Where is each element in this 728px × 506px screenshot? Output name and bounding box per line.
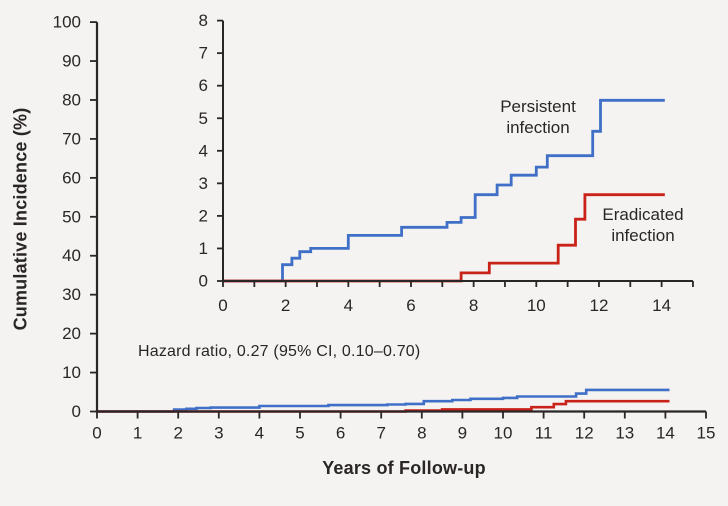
y-tick-label: 30 <box>62 285 81 304</box>
x-tick-label: 11 <box>535 424 553 443</box>
y-tick-label: 1 <box>199 239 208 258</box>
y-tick-label: 4 <box>199 141 208 160</box>
x-tick-label: 10 <box>527 296 546 315</box>
x-tick-label: 3 <box>214 424 223 443</box>
y-axis-title: Cumulative Incidence (%) <box>10 107 31 331</box>
x-tick-label: 14 <box>656 424 675 443</box>
persistent-label-line2: infection <box>506 118 570 137</box>
x-tick-label: 4 <box>255 424 264 443</box>
y-tick-label: 7 <box>199 44 208 63</box>
inset-ticks <box>217 19 694 287</box>
inset-curves <box>223 98 665 283</box>
x-tick-label: 10 <box>494 424 513 443</box>
eradicated-infection-curve <box>223 193 665 283</box>
y-tick-label: 8 <box>199 11 208 30</box>
persistent-infection-label: Persistent infection <box>500 96 576 138</box>
y-tick-label: 0 <box>72 402 81 421</box>
x-tick-label: 5 <box>295 424 304 443</box>
hazard-ratio-annotation: Hazard ratio, 0.27 (95% CI, 0.10–0.70) <box>138 343 421 360</box>
y-tick-label: 40 <box>62 246 81 265</box>
y-tick-label: 10 <box>62 363 81 382</box>
x-tick-label: 9 <box>458 424 467 443</box>
y-tick-label: 50 <box>62 207 81 226</box>
x-tick-label: 1 <box>133 424 142 443</box>
y-tick-label: 20 <box>62 324 81 343</box>
y-tick-label: 90 <box>62 52 81 71</box>
x-tick-label: 8 <box>469 296 478 315</box>
y-tick-label: 6 <box>199 76 208 95</box>
eradicated-label-line1: Eradicated <box>602 205 684 224</box>
y-tick-label: 3 <box>199 174 208 193</box>
eradicated-infection-label: Eradicated infection <box>602 204 683 246</box>
persistent-label-line1: Persistent <box>500 97 576 116</box>
x-tick-label: 6 <box>406 296 415 315</box>
x-tick-label: 14 <box>652 296 671 315</box>
persistent-infection-curve <box>97 388 670 413</box>
x-tick-label: 4 <box>344 296 353 315</box>
x-tick-label: 13 <box>615 424 634 443</box>
x-tick-label: 7 <box>376 424 385 443</box>
eradicated-label-line2: infection <box>611 226 675 245</box>
y-tick-label: 100 <box>53 13 81 32</box>
x-tick-label: 12 <box>575 424 594 443</box>
x-axis-title: Years of Follow-up <box>322 458 486 478</box>
y-tick-label: 5 <box>199 109 208 128</box>
x-tick-label: 15 <box>697 424 716 443</box>
x-tick-label: 12 <box>589 296 608 315</box>
x-tick-label: 2 <box>173 424 182 443</box>
persistent-infection-curve <box>223 98 665 283</box>
y-tick-label: 60 <box>62 168 81 187</box>
y-tick-label: 70 <box>62 129 81 148</box>
y-tick-label: 2 <box>199 206 208 225</box>
x-tick-label: 8 <box>417 424 426 443</box>
y-tick-label: 0 <box>199 272 208 291</box>
x-tick-label: 2 <box>281 296 290 315</box>
y-tick-label: 80 <box>62 90 81 109</box>
x-tick-label: 6 <box>336 424 345 443</box>
main-ticks <box>90 21 707 419</box>
x-tick-label: 0 <box>218 296 227 315</box>
x-tick-label: 0 <box>92 424 101 443</box>
